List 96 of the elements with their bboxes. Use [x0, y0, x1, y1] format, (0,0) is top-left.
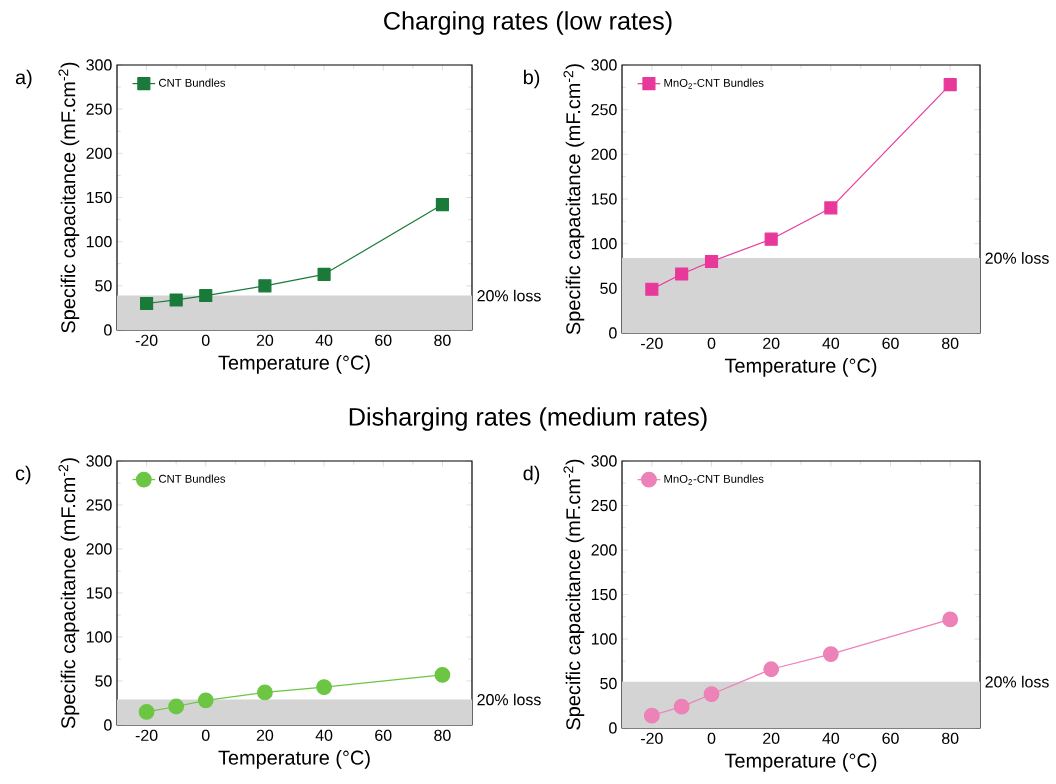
y-tick-label: 100: [591, 633, 617, 645]
point: [197, 692, 214, 709]
text: Charging rates (low rates): [384, 11, 672, 35]
x-tick-label: 40: [822, 732, 840, 744]
point: [316, 679, 332, 696]
x-tick-label: -20: [135, 334, 158, 346]
y-tick-label: 250: [591, 499, 617, 512]
x-tick-label: 0: [707, 337, 716, 349]
y-tick-label: 200: [591, 544, 617, 556]
x-tick-label: 20: [256, 729, 274, 741]
x-tick-label: 80: [434, 334, 451, 346]
point: [824, 201, 838, 215]
x-tick-label: 20: [763, 337, 780, 349]
point: [317, 267, 331, 281]
band-label: 20% loss: [477, 693, 541, 706]
band-label: 20% loss: [985, 675, 1049, 688]
text: Disharging rates (medium rates): [349, 407, 707, 431]
point: [942, 611, 959, 628]
y-axis-title: Specific capacitance (mF.cm$^{-2}$): [563, 64, 585, 335]
y-tick-label: 250: [86, 499, 112, 511]
x-tick-label: 0: [201, 334, 210, 346]
y-axis-title: Specific capacitance (mF.cm$^{-2}$): [58, 62, 80, 333]
x-axis-title: Temperature (°C): [218, 355, 370, 374]
y-tick-label: 200: [591, 148, 617, 160]
x-axis-title: Temperature (°C): [724, 358, 877, 377]
y-tick-label: 100: [86, 236, 112, 248]
x-axis-title: Temperature (°C): [218, 750, 370, 769]
x-tick-label: 60: [882, 337, 899, 349]
band-label: 20% loss: [477, 289, 541, 302]
legend-label: CNT Bundles: [159, 78, 226, 87]
x-tick-label: 20: [256, 334, 274, 346]
y-tick-label: 200: [86, 543, 112, 555]
y-tick-label: 0: [104, 324, 112, 336]
x-tick-label: 60: [882, 732, 899, 744]
y-tick-label: 300: [86, 455, 112, 467]
x-tick-label: 40: [315, 729, 333, 741]
point: [199, 288, 213, 303]
y-tick-label: 250: [86, 103, 112, 115]
point: [168, 698, 185, 715]
point: [257, 684, 273, 701]
point: [258, 279, 272, 293]
x-tick-label: 0: [201, 729, 210, 741]
y-tick-label: 50: [600, 282, 617, 294]
y-tick-label: 300: [591, 455, 617, 467]
x-tick-label: 60: [375, 334, 392, 346]
point: [675, 267, 689, 281]
y-tick-label: 100: [591, 238, 617, 250]
point: [763, 661, 780, 678]
legend-label: CNT Bundles: [159, 474, 226, 483]
y-axis-title: Specific capacitance (mF.cm$^{-2}$): [58, 458, 80, 729]
text: d): [523, 465, 540, 485]
x-axis-title: Temperature (°C): [724, 753, 877, 772]
x-tick-label: 60: [375, 729, 392, 741]
point: [140, 296, 154, 311]
x-tick-label: 80: [942, 732, 959, 744]
legend-label: MnO$_{2}$-CNT Bundles: [664, 474, 764, 485]
x-tick-label: 80: [942, 337, 959, 349]
point: [704, 254, 719, 269]
y-tick-label: 200: [86, 147, 112, 159]
x-tick-label: 0: [707, 732, 716, 744]
band-label: 20% loss: [985, 252, 1049, 264]
y-tick-label: 150: [86, 587, 112, 599]
text: b): [523, 69, 540, 89]
y-tick-label: 50: [95, 675, 112, 687]
y-tick-label: 50: [600, 677, 617, 690]
point: [673, 698, 690, 715]
point: [645, 282, 659, 296]
text: a): [15, 69, 32, 89]
x-tick-label: -20: [641, 337, 663, 349]
x-tick-label: 20: [763, 732, 780, 744]
point: [169, 293, 183, 307]
point: [764, 232, 778, 246]
y-tick-label: 50: [95, 280, 112, 292]
y-tick-label: 100: [86, 631, 112, 643]
y-tick-label: 300: [591, 59, 617, 71]
point: [943, 78, 957, 92]
x-tick-label: 40: [315, 334, 333, 346]
x-tick-label: 80: [434, 729, 451, 741]
y-tick-label: 150: [591, 193, 617, 205]
point: [434, 666, 451, 683]
y-tick-label: 0: [104, 719, 112, 731]
y-tick-label: 250: [591, 104, 617, 116]
y-axis-title: Specific capacitance (mF.cm$^{-2}$): [563, 459, 585, 730]
x-tick-label: -20: [641, 732, 663, 744]
y-tick-label: 300: [86, 59, 112, 71]
point: [703, 686, 720, 703]
point: [138, 703, 155, 720]
y-tick-label: 150: [591, 588, 617, 601]
point: [822, 646, 839, 663]
x-tick-label: -20: [135, 729, 158, 741]
point: [435, 197, 449, 212]
text: c): [15, 465, 31, 485]
point: [643, 707, 660, 724]
x-tick-label: 40: [822, 337, 840, 349]
legend-label: MnO$_{2}$-CNT Bundles: [664, 78, 764, 89]
y-tick-label: 150: [86, 191, 112, 204]
